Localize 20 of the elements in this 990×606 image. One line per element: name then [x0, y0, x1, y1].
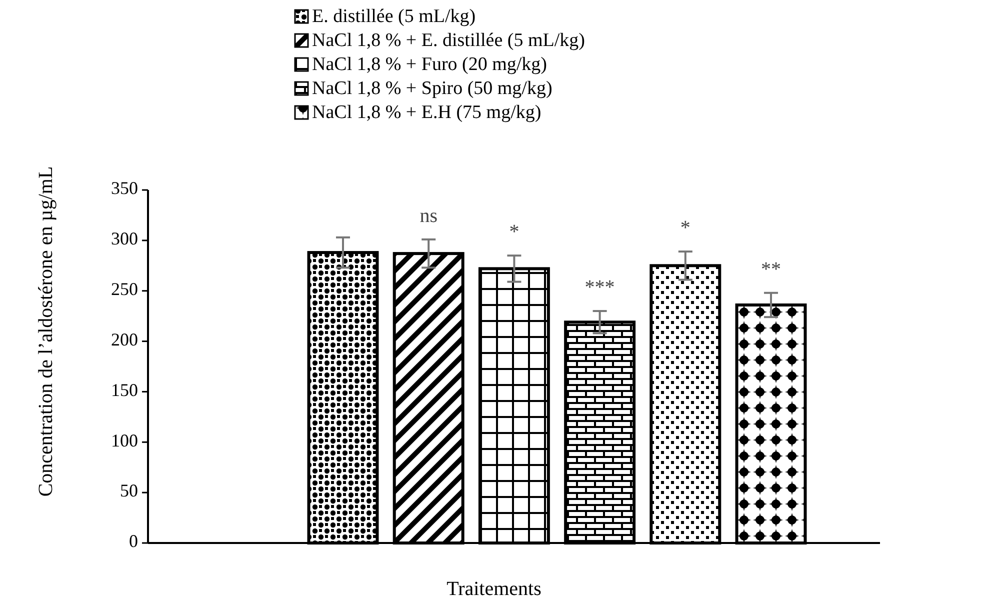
- annotation: ***: [584, 276, 615, 299]
- y-tick-label: 250: [111, 278, 138, 299]
- annotation: *: [680, 217, 690, 240]
- y-tick-label: 100: [111, 430, 138, 450]
- annotation: ns: [420, 205, 438, 228]
- legend-label: NaCl 1,8 % + Spiro (50 mg/kg): [312, 78, 552, 99]
- legend-label: NaCl 1,8 % + E.H (75 mg/kg): [312, 102, 542, 123]
- y-tick-label: 300: [111, 228, 138, 249]
- y-tick-label: 200: [111, 329, 138, 350]
- annotation: *: [509, 221, 520, 244]
- legend-label: NaCl 1,8 % + E. distillée (5 mL/kg): [312, 30, 585, 51]
- annotation: **: [761, 258, 781, 280]
- legend-label: NaCl 1,8 % + Furo (20 mg/kg): [312, 54, 548, 75]
- y-axis-title: Concentration de l’aldostérone en µg/mL: [35, 166, 57, 497]
- legend-label: E. distillée (5 mL/kg): [312, 6, 476, 27]
- x-axis-title: Traitements: [446, 578, 542, 600]
- y-tick-label: 0: [129, 531, 138, 552]
- y-tick-label: 350: [111, 178, 138, 198]
- y-tick-label: 150: [111, 380, 138, 400]
- y-tick-label: 50: [120, 480, 138, 501]
